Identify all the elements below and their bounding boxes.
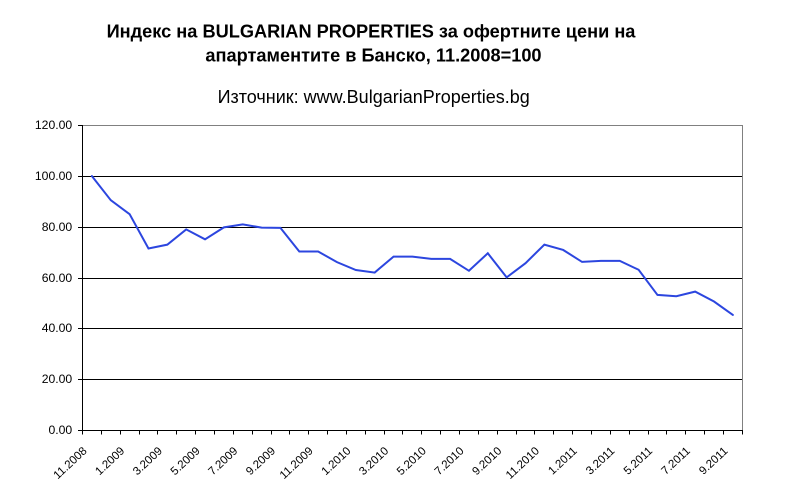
svg-text:0.00: 0.00 [48,423,72,437]
svg-text:Източник: www.BulgarianPropert: Източник: www.BulgarianProperties.bg [218,87,530,107]
svg-text:60.00: 60.00 [42,271,73,285]
svg-text:80.00: 80.00 [42,220,73,234]
svg-text:120.00: 120.00 [35,118,72,132]
svg-text:апартаментите в Банско, 11.200: апартаментите в Банско, 11.2008=100 [205,45,541,65]
svg-text:20.00: 20.00 [42,372,73,386]
svg-text:40.00: 40.00 [42,321,73,335]
svg-text:Индекс на BULGARIAN PROPERTIES: Индекс на BULGARIAN PROPERTIES за офертн… [107,22,637,42]
svg-text:100.00: 100.00 [35,169,72,183]
